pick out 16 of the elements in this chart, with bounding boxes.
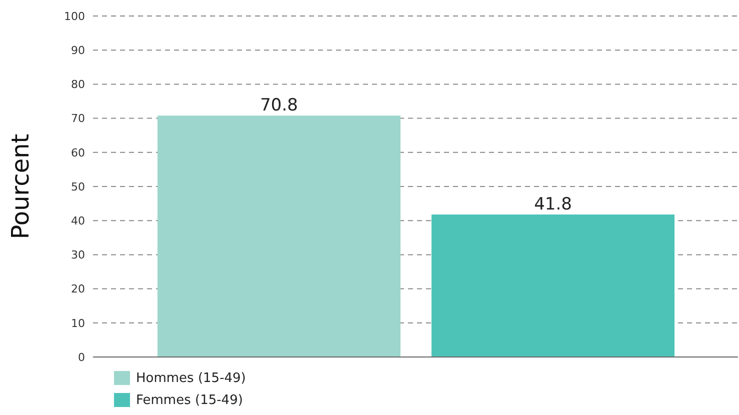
y-tick-label: 0 [78, 350, 85, 364]
legend-label: Femmes (15-49) [136, 392, 243, 408]
data-label: 70.8 [260, 96, 298, 116]
y-tick-label: 50 [71, 180, 85, 194]
y-tick-label: 90 [71, 44, 85, 58]
y-tick-label: 60 [71, 146, 85, 160]
data-label: 41.8 [534, 194, 572, 214]
y-tick-label: 80 [71, 78, 85, 92]
y-axis-title: Pourcent [6, 134, 35, 240]
legend-label: Hommes (15-49) [136, 370, 246, 386]
y-tick-label: 10 [71, 316, 85, 330]
y-tick-label: 30 [71, 248, 85, 262]
y-tick-label: 100 [64, 10, 85, 23]
y-tick-label: 70 [71, 112, 85, 126]
y-tick-label: 20 [71, 282, 85, 296]
y-tick-label: 40 [71, 214, 85, 228]
